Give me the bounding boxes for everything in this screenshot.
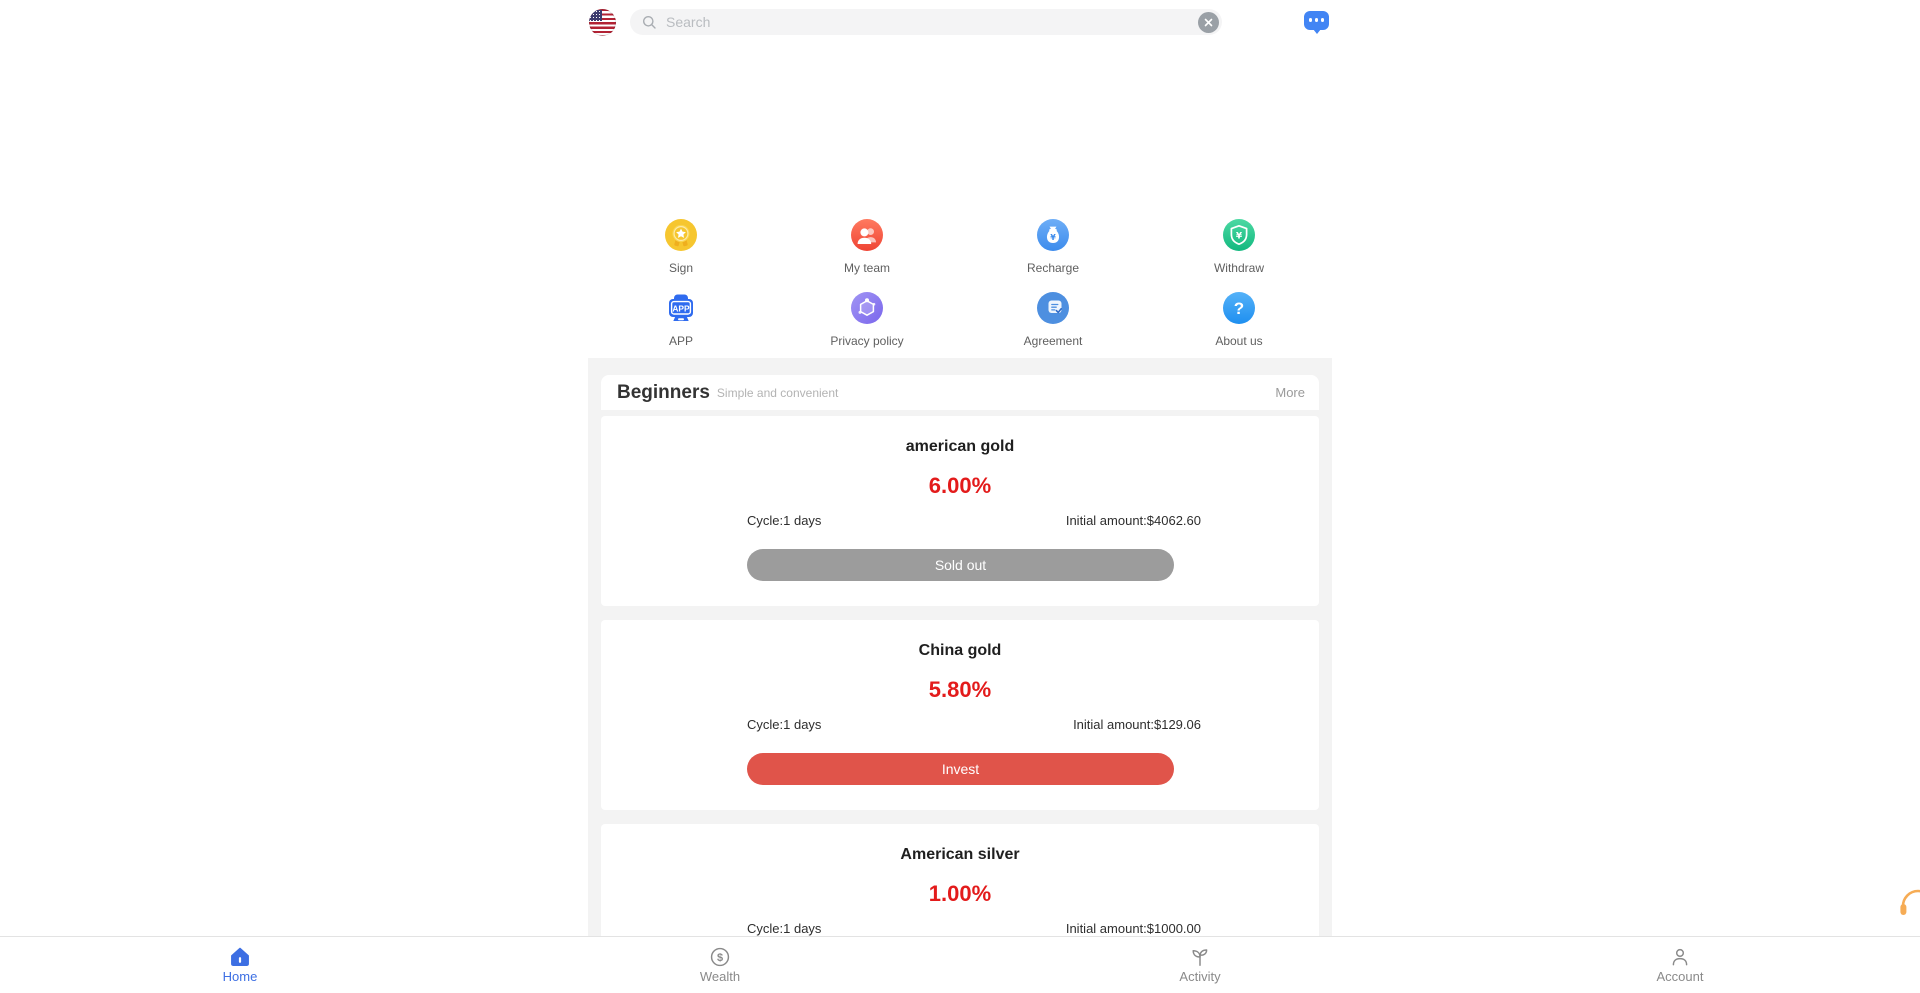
bottom-navigation: Home $ Wealth Activity Account bbox=[0, 936, 1920, 993]
quick-action-label: Recharge bbox=[1026, 261, 1080, 275]
product-initial-amount: Initial amount:$4062.60 bbox=[1065, 513, 1201, 528]
customer-service-button[interactable] bbox=[1895, 880, 1920, 926]
search-icon bbox=[643, 15, 656, 29]
nav-label: Wealth bbox=[699, 969, 741, 984]
question-mark-icon: ? bbox=[1223, 292, 1255, 324]
product-rate: 6.00% bbox=[928, 473, 992, 498]
product-initial-amount: Initial amount:$1000.00 bbox=[1065, 921, 1201, 936]
chat-bubble-tail bbox=[1313, 28, 1321, 34]
nav-item-wealth[interactable]: $ Wealth bbox=[480, 937, 960, 993]
home-icon bbox=[231, 947, 249, 966]
quick-action-my-team[interactable]: My team bbox=[774, 218, 960, 275]
product-cycle: Cycle:1 days bbox=[747, 513, 822, 528]
nav-item-activity[interactable]: Activity bbox=[960, 937, 1440, 993]
product-name: China gold bbox=[918, 642, 1002, 659]
section-subtitle: Simple and convenient bbox=[716, 385, 839, 400]
sign-medal-icon bbox=[665, 219, 697, 251]
account-person-icon bbox=[1672, 948, 1688, 966]
product-details-row: Cycle:1 days Initial amount:$129.06 bbox=[747, 717, 1201, 732]
chat-bubble-icon bbox=[1304, 10, 1329, 30]
headset-icon bbox=[1900, 889, 1920, 915]
quick-action-label: APP bbox=[668, 334, 693, 348]
quick-action-privacy-policy[interactable]: Privacy policy bbox=[774, 291, 960, 348]
quick-action-label: Agreement bbox=[1023, 334, 1083, 348]
clear-search-icon[interactable] bbox=[1198, 11, 1219, 33]
nav-label: Account bbox=[1656, 969, 1704, 984]
team-people-icon bbox=[851, 219, 883, 251]
sold-out-button[interactable]: Sold out bbox=[747, 549, 1174, 581]
message-chat-icon[interactable] bbox=[1303, 10, 1330, 35]
product-rate: 1.00% bbox=[928, 881, 992, 906]
quick-actions-grid: Sign My team ¥ Rechar bbox=[588, 218, 1332, 348]
product-card-china-gold: China gold 5.80% Cycle:1 days Initial am… bbox=[601, 620, 1319, 810]
product-rate: 5.80% bbox=[928, 677, 992, 702]
us-flag-language-icon[interactable] bbox=[589, 8, 616, 36]
product-initial-amount: Initial amount:$129.06 bbox=[1073, 717, 1201, 732]
wealth-dollar-icon: $ bbox=[710, 947, 730, 967]
nav-item-home[interactable]: Home bbox=[0, 937, 480, 993]
quick-action-recharge[interactable]: ¥ Recharge bbox=[960, 218, 1146, 275]
quick-action-label: My team bbox=[843, 261, 890, 275]
svg-text:¥: ¥ bbox=[1236, 232, 1243, 242]
product-card-american-silver: American silver 1.00% Cycle:1 days Initi… bbox=[601, 824, 1319, 937]
nav-label: Activity bbox=[1179, 969, 1221, 984]
quick-action-app[interactable]: APP APP bbox=[588, 291, 774, 348]
svg-text:$: $ bbox=[717, 952, 723, 964]
privacy-shield-icon bbox=[851, 292, 883, 324]
product-details-row: Cycle:1 days Initial amount:$1000.00 bbox=[747, 921, 1201, 936]
quick-action-label: Privacy policy bbox=[830, 334, 904, 348]
invest-button[interactable]: Invest bbox=[747, 753, 1174, 785]
beginners-header: Beginners Simple and convenient More bbox=[601, 375, 1319, 410]
quick-action-label: Sign bbox=[668, 261, 694, 275]
quick-action-label: Withdraw bbox=[1213, 261, 1264, 275]
app-download-icon: APP bbox=[669, 294, 693, 321]
quick-action-withdraw[interactable]: ¥ Withdraw bbox=[1146, 218, 1332, 275]
product-name: American silver bbox=[900, 846, 1020, 863]
quick-action-sign[interactable]: Sign bbox=[588, 218, 774, 275]
activity-sprout-icon bbox=[1192, 949, 1208, 966]
quick-action-about-us[interactable]: ? About us bbox=[1146, 291, 1332, 348]
more-link[interactable]: More bbox=[1275, 385, 1305, 400]
shield-yen-icon: ¥ bbox=[1223, 219, 1255, 251]
money-bag-icon: ¥ bbox=[1037, 219, 1069, 251]
product-cycle: Cycle:1 days bbox=[747, 717, 822, 732]
nav-label: Home bbox=[222, 969, 258, 984]
agreement-document-icon bbox=[1037, 292, 1069, 324]
svg-text:APP: APP bbox=[672, 303, 690, 313]
product-card-american-gold: american gold 6.00% Cycle:1 days Initial… bbox=[601, 416, 1319, 606]
search-bar[interactable] bbox=[630, 9, 1222, 35]
svg-text:¥: ¥ bbox=[1050, 233, 1056, 242]
product-cycle: Cycle:1 days bbox=[747, 921, 822, 936]
nav-item-account[interactable]: Account bbox=[1440, 937, 1920, 993]
search-input[interactable] bbox=[664, 13, 1198, 31]
quick-action-label: About us bbox=[1215, 334, 1263, 348]
section-title: Beginners bbox=[617, 381, 710, 403]
top-bar bbox=[588, 5, 1332, 39]
svg-text:?: ? bbox=[1234, 299, 1244, 318]
product-details-row: Cycle:1 days Initial amount:$4062.60 bbox=[747, 513, 1201, 528]
quick-action-agreement[interactable]: Agreement bbox=[960, 291, 1146, 348]
product-name: american gold bbox=[905, 438, 1015, 455]
beginners-section: Beginners Simple and convenient More ame… bbox=[588, 358, 1332, 937]
